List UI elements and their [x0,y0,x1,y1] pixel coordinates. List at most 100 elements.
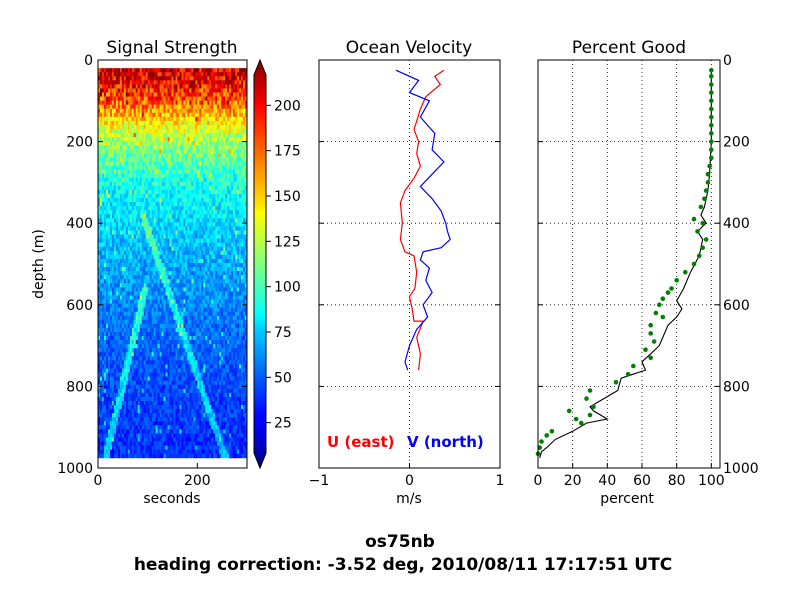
heatmap-cell [123,177,127,183]
heatmap-cell [129,210,133,215]
heatmap-cell [237,157,240,162]
heatmap-cell [179,267,182,272]
heatmap-cell [227,287,230,292]
heatmap-cell [221,100,224,106]
heatmap-cell [157,299,160,304]
heatmap-cell [227,331,230,337]
heatmap-cell [175,311,178,317]
heatmap-cell [119,218,123,223]
heatmap-cell [145,238,149,244]
heatmap-cell [167,189,170,195]
heatmap-cell [129,283,133,288]
heatmap-cell [151,116,155,122]
heatmap-cell [125,226,129,231]
heatmap-cell [191,331,194,337]
heatmap-cell [213,319,216,325]
heatmap-cell [189,311,192,317]
heatmap-cell [137,129,141,134]
heatmap-cell [139,331,143,337]
heatmap-cell [227,202,230,207]
heatmap-cell [165,157,168,162]
heatmap-cell [101,137,105,142]
heatmap-cell [165,72,168,77]
heatmap-cell [237,165,240,171]
heatmap-cell [171,116,174,122]
heatmap-cell [179,336,182,341]
heatmap-cell [183,336,186,341]
heatmap-cell [217,331,220,337]
heatmap-cell [165,303,168,309]
heatmap-cell [159,84,162,89]
heatmap-cell [121,267,125,272]
heatmap-cell [109,250,113,256]
heatmap-cell [129,279,133,284]
heatmap-cell [143,210,147,215]
heatmap-cell [199,96,202,102]
heatmap-cell [177,112,180,118]
heatmap-cell [111,226,115,231]
heatmap-cell [229,230,232,235]
heatmap-cell [219,299,222,304]
heatmap-cell [203,120,206,126]
heatmap-cell [201,250,204,256]
heatmap-cell [223,250,226,256]
heatmap-cell [245,214,248,219]
heatmap-cell [221,214,224,219]
heatmap-cell [179,299,182,304]
heatmap-cell [143,206,147,211]
heatmap-cell [227,185,230,191]
heatmap-cell [98,206,101,211]
heatmap-cell [127,254,131,260]
heatmap-cell [113,307,117,313]
heatmap-cell [219,100,222,106]
heatmap-cell [193,210,196,215]
heatmap-cell [169,242,172,248]
heatmap-cell [155,193,158,199]
heatmap-cell [245,141,248,146]
heatmap-cell [149,230,153,235]
heatmap-cell [145,149,149,154]
heatmap-cell [203,283,206,288]
heatmap-cell [143,226,147,231]
heatmap-cell [149,279,153,284]
heatmap-cell [193,153,196,158]
heatmap-cell [219,84,222,89]
heatmap-cell [137,271,141,276]
heatmap-cell [201,145,204,150]
heatmap-cell [173,267,176,272]
heatmap-cell [229,96,232,102]
heatmap-cell [149,153,153,158]
heatmap-cell [171,275,174,280]
heatmap-cell [147,222,151,227]
heatmap-cell [197,250,200,256]
heatmap-cell [223,189,226,195]
heatmap-cell [243,307,246,313]
heatmap-cell [119,230,123,235]
heatmap-cell [229,189,232,195]
heatmap-cell [241,157,244,162]
heatmap-cell [109,295,113,300]
heatmap-cell [233,112,236,118]
heatmap-cell [207,287,210,292]
heatmap-cell [151,185,155,191]
heatmap-cell [135,202,139,207]
heatmap-cell [245,153,248,158]
heatmap-cell [177,307,180,313]
heatmap-cell [147,108,151,114]
heatmap-cell [131,173,135,179]
heatmap-cell [133,218,137,223]
heatmap-cell [219,80,222,85]
heatmap-cell [209,88,212,93]
heatmap-cell [129,133,133,138]
heatmap-cell [153,100,157,106]
heatmap-cell [119,234,123,240]
heatmap-cell [123,108,127,114]
heatmap-cell [175,295,178,300]
heatmap-cell [181,214,184,219]
heatmap-cell [171,307,174,313]
heatmap-cell [98,287,101,292]
heatmap-cell [129,222,133,227]
heatmap-cell [231,303,234,309]
heatmap-cell [227,120,230,126]
heatmap-cell [171,258,174,264]
